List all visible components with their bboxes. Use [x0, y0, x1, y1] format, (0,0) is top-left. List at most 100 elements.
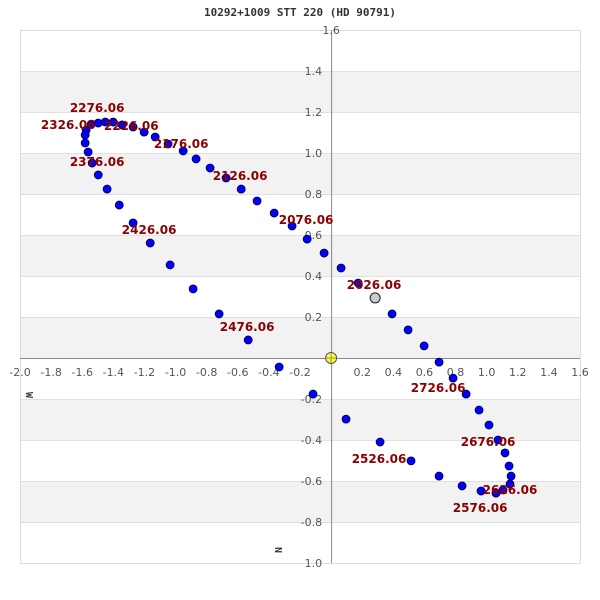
orbit-point [336, 263, 346, 273]
epoch-label: 2576.06 [453, 501, 508, 515]
epoch-label: 2076.06 [279, 213, 334, 227]
x-tick-label: 0.4 [385, 366, 403, 379]
orbit-point [93, 170, 103, 180]
y-tick-label: 0.2 [305, 311, 323, 324]
epoch-label: 2626.06 [483, 483, 538, 497]
orbit-point [128, 218, 138, 228]
orbit-point [191, 154, 201, 164]
x-tick-label: -0.4 [258, 366, 279, 379]
y-tick-label: 1.0 [305, 147, 323, 160]
orbit-point [150, 132, 160, 142]
x-tick-label: 1.4 [540, 366, 558, 379]
axes [20, 30, 580, 563]
x-tick-label: -1.6 [71, 366, 92, 379]
y-tick-label: 1.0 [305, 557, 323, 570]
orbit-point [375, 437, 385, 447]
x-tick-label: -0.8 [196, 366, 217, 379]
orbit-point [308, 389, 318, 399]
orbit-point [139, 127, 149, 137]
plot-frame [20, 30, 581, 564]
orbit-point [353, 278, 363, 288]
orbit-point [434, 357, 444, 367]
markers [325, 292, 381, 364]
orbit-point [221, 173, 231, 183]
orbit-point [287, 221, 297, 231]
epoch-annotations: 2276.06 2226.06 2326.06 2176.06 2126.06 2076.… [41, 101, 537, 515]
orbit-point [504, 461, 514, 471]
x-tick-label: -2.0 [9, 366, 30, 379]
y-tick-label: 1.4 [305, 65, 323, 78]
orbit-point [269, 208, 279, 218]
x-tick-label: -0.2 [289, 366, 310, 379]
orbit-point [274, 362, 284, 372]
band [20, 399, 580, 440]
orbit-point [506, 471, 516, 481]
orbit-point [145, 238, 155, 248]
reference-point-marker [369, 292, 381, 304]
y-tick-label: 1.6 [322, 24, 340, 37]
orbit-point [319, 248, 329, 258]
y-axis-label: N [274, 547, 285, 553]
x-tick-label: -1.4 [103, 366, 124, 379]
orbit-point [214, 309, 224, 319]
epoch-label: 2726.06 [411, 381, 466, 395]
orbit-point [457, 481, 467, 491]
orbit-point [419, 341, 429, 351]
x-tick-label: 1.0 [478, 366, 496, 379]
band [20, 235, 580, 276]
band [20, 71, 580, 112]
x-tick-label: 1.6 [571, 366, 589, 379]
orbit-point [86, 119, 96, 129]
epoch-label: 2026.06 [347, 278, 402, 292]
orbit-point [205, 163, 215, 173]
orbit-point [252, 196, 262, 206]
orbit-point [341, 414, 351, 424]
y-tick-label: 0.8 [305, 188, 323, 201]
epoch-label: 2426.06 [122, 223, 177, 237]
epoch-label: 2476.06 [220, 320, 275, 334]
orbit-point [500, 448, 510, 458]
orbit-point [498, 485, 508, 495]
x-axis-label: W [23, 392, 34, 399]
orbit-point [403, 325, 413, 335]
orbit-point [302, 234, 312, 244]
orbit-point [83, 147, 93, 157]
orbit-point [128, 122, 138, 132]
x-tick-label: -0.6 [227, 366, 248, 379]
orbit-point [461, 389, 471, 399]
y-tick-labels: 1.61.41.21.00.80.60.40.2-0.2-0.4-0.6-0.8… [301, 24, 340, 570]
orbit-point [188, 284, 198, 294]
orbit-point [102, 184, 112, 194]
epoch-label: 2526.06 [352, 452, 407, 466]
orbit-point [163, 139, 173, 149]
epoch-label: 2676.06 [461, 435, 516, 449]
orbit-point [474, 405, 484, 415]
orbit-point [387, 309, 397, 319]
epoch-label: 2376.06 [70, 155, 125, 169]
epoch-label: 2126.06 [213, 169, 268, 183]
orbit-point [165, 260, 175, 270]
y-tick-label: -0.4 [301, 434, 322, 447]
orbit-point [236, 184, 246, 194]
epoch-label: 2176.06 [154, 137, 209, 151]
orbit-point [114, 200, 124, 210]
chart-title: 10292+1009 STT 220 (HD 90791) [203, 6, 397, 19]
orbit-point [434, 471, 444, 481]
orbit-point [80, 130, 90, 140]
orbit-point [448, 373, 458, 383]
band [20, 317, 580, 358]
x-tick-label: 0.6 [416, 366, 434, 379]
orbit-point [476, 486, 486, 496]
orbit-point [406, 456, 416, 466]
epoch-label: 2276.06 [70, 101, 125, 115]
orbit-points [80, 117, 516, 498]
x-tick-label: -1.8 [40, 366, 61, 379]
epoch-label: 2326.06 [41, 118, 96, 132]
x-tick-labels: -2.0 -1.8 -1.6 -1.4 -1.2 -1.0 -0.8 -0.6 -0.4 -0.2… [9, 366, 588, 379]
orbit-point [178, 146, 188, 156]
orbit-point [243, 335, 253, 345]
y-tick-label: 1.2 [305, 106, 323, 119]
x-tick-label: 1.2 [509, 366, 527, 379]
epoch-label: 2226.06 [104, 119, 159, 133]
